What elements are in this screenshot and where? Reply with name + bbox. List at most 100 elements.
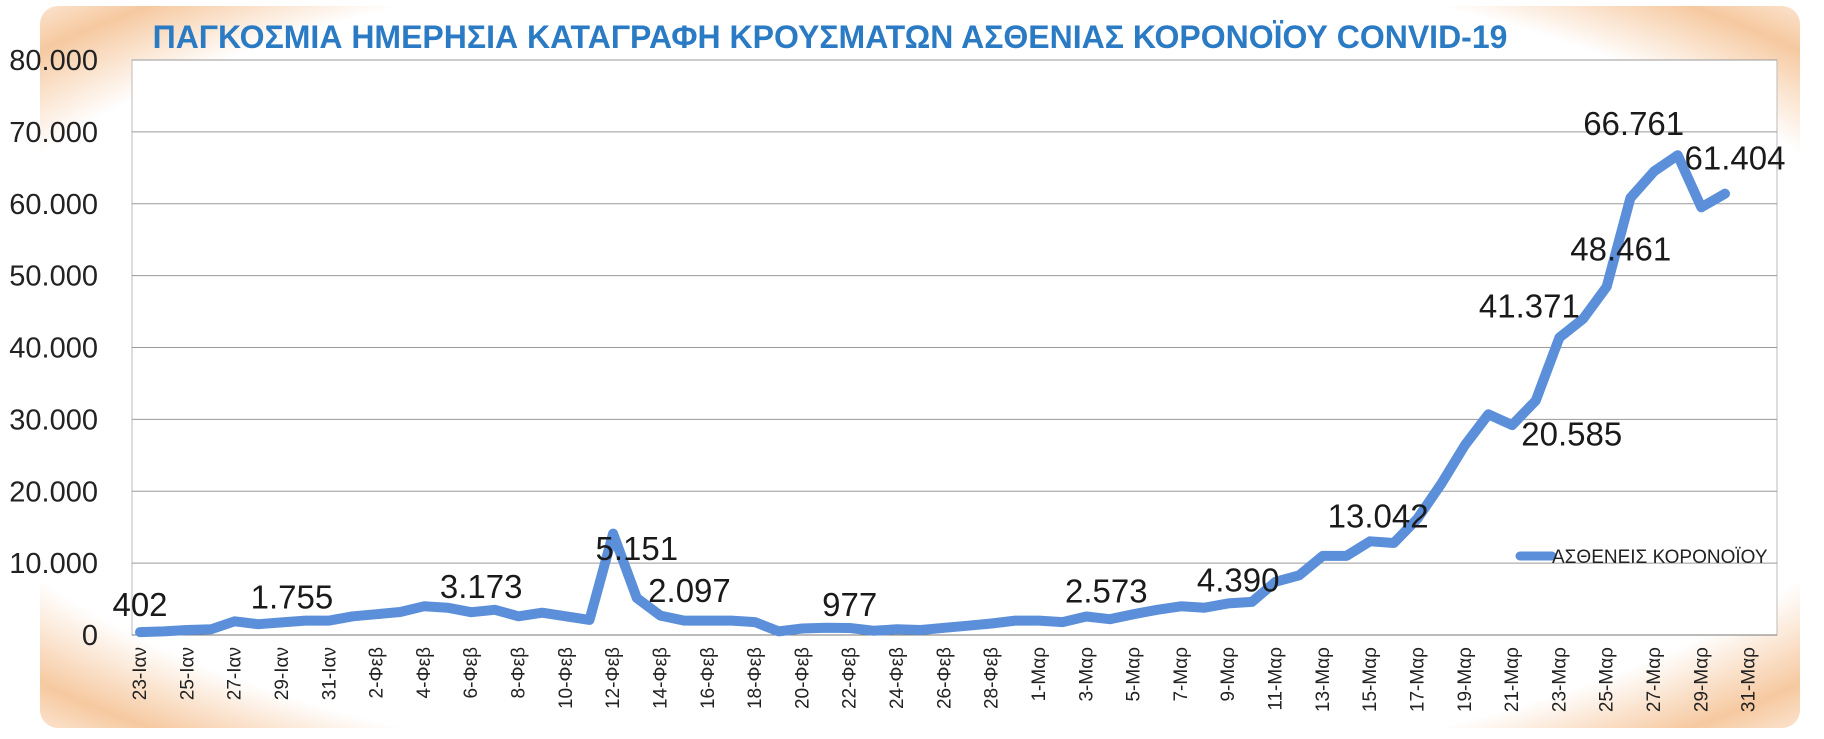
data-point <box>801 628 803 630</box>
x-tick-label: 7-Μαρ <box>1171 647 1192 702</box>
data-point <box>447 607 449 609</box>
x-tick-label: 27-Ιαν <box>225 647 246 700</box>
data-point <box>1038 620 1040 622</box>
data-label: 4.390 <box>1197 561 1280 598</box>
x-tick-label: 29-Ιαν <box>272 647 293 700</box>
data-point <box>896 628 898 630</box>
data-point <box>872 630 874 632</box>
data-point <box>565 615 567 617</box>
data-point <box>730 620 732 622</box>
y-tick-label: 10.000 <box>9 548 98 580</box>
x-tick-label: 27-Μαρ <box>1644 647 1665 712</box>
x-tick-label: 31-Μαρ <box>1739 647 1760 712</box>
data-point <box>376 613 378 615</box>
data-point <box>541 612 543 614</box>
data-label: 66.761 <box>1583 105 1684 142</box>
data-point <box>1369 540 1371 542</box>
y-tick-label: 20.000 <box>9 476 98 508</box>
data-point <box>1511 424 1513 426</box>
data-point <box>1180 605 1182 607</box>
data-point <box>1156 609 1158 611</box>
data-point <box>707 620 709 622</box>
data-point <box>163 630 165 632</box>
data-point <box>588 619 590 621</box>
data-point <box>943 627 945 629</box>
x-tick-label: 28-Φεβ <box>982 647 1003 709</box>
data-point <box>423 605 425 607</box>
data-point <box>257 623 259 625</box>
data-point <box>494 609 496 611</box>
data-point <box>210 628 212 630</box>
x-tick-label: 31-Ιαν <box>319 647 340 700</box>
data-label: 20.585 <box>1521 416 1622 453</box>
data-point <box>399 611 401 613</box>
y-tick-label: 50.000 <box>9 261 98 293</box>
x-tick-label: 2-Φεβ <box>367 647 388 699</box>
y-tick-label: 40.000 <box>9 333 98 365</box>
data-point <box>636 597 638 599</box>
x-tick-label: 22-Φεβ <box>840 647 861 709</box>
x-tick-label: 13-Μαρ <box>1313 647 1334 712</box>
data-label: 61.404 <box>1685 140 1786 177</box>
data-point <box>1062 621 1064 623</box>
data-point <box>1322 555 1324 557</box>
x-tick-label: 12-Φεβ <box>603 647 624 709</box>
data-point <box>1014 620 1016 622</box>
x-tick-label: 16-Φεβ <box>698 647 719 709</box>
x-tick-label: 15-Μαρ <box>1360 647 1381 712</box>
x-tick-label: 20-Φεβ <box>792 647 813 709</box>
data-point <box>825 627 827 629</box>
x-tick-label: 14-Φεβ <box>650 647 671 709</box>
data-point <box>305 620 307 622</box>
data-point <box>1133 613 1135 615</box>
data-point <box>1724 193 1726 195</box>
x-tick-label: 17-Μαρ <box>1407 647 1428 712</box>
data-point <box>754 621 756 623</box>
data-point <box>518 615 520 617</box>
x-tick-label: 25-Μαρ <box>1597 647 1618 712</box>
data-label: 2.097 <box>648 572 731 609</box>
data-point <box>1606 286 1608 288</box>
x-tick-label: 18-Φεβ <box>745 647 766 709</box>
x-tick-label: 24-Φεβ <box>887 647 908 709</box>
data-point <box>778 630 780 632</box>
x-tick-label: 4-Φεβ <box>414 647 435 699</box>
data-point <box>1700 206 1702 208</box>
data-point <box>352 615 354 617</box>
x-tick-label: 21-Μαρ <box>1502 647 1523 712</box>
data-point <box>1487 413 1489 415</box>
data-label: 5.151 <box>595 530 678 567</box>
data-point <box>683 620 685 622</box>
data-label: 41.371 <box>1479 288 1580 325</box>
x-tick-label: 26-Φεβ <box>934 647 955 709</box>
data-label: 402 <box>112 586 167 623</box>
legend-label: ΑΣΘΕΝΕΙΣ ΚΟΡΟΝΟΪΟΥ <box>1552 547 1768 568</box>
x-tick-label: 3-Μαρ <box>1076 647 1097 702</box>
x-tick-label: 11-Μαρ <box>1266 647 1287 711</box>
data-label: 977 <box>822 586 877 623</box>
data-point <box>1558 337 1560 339</box>
x-tick-label: 29-Μαρ <box>1691 647 1712 712</box>
x-tick-label: 8-Φεβ <box>509 647 530 699</box>
data-label: 2.573 <box>1065 573 1148 610</box>
x-tick-label: 23-Μαρ <box>1549 647 1570 712</box>
data-point <box>1582 318 1584 320</box>
y-tick-label: 60.000 <box>9 189 98 221</box>
x-tick-label: 25-Ιαν <box>177 647 198 700</box>
data-point <box>1109 618 1111 620</box>
y-tick-label: 70.000 <box>9 117 98 149</box>
data-point <box>991 623 993 625</box>
y-tick-label: 80.000 <box>9 45 98 77</box>
y-axis: 0 10.000 20.000 30.000 40.000 50.000 60.000 70.… <box>9 45 98 652</box>
y-tick-label: 30.000 <box>9 404 98 436</box>
data-point <box>186 629 188 631</box>
data-point <box>1204 607 1206 609</box>
data-point <box>967 625 969 627</box>
data-point <box>1535 400 1537 402</box>
data-point <box>1085 616 1087 618</box>
data-label: 3.173 <box>440 568 523 605</box>
x-axis: 23-Ιαν 25-Ιαν 27-Ιαν 29-Ιαν 31-Ιαν 2-Φεβ 4-Φεβ… <box>130 634 1777 712</box>
x-tick-label: 23-Ιαν <box>130 647 151 700</box>
data-point <box>1227 602 1229 604</box>
